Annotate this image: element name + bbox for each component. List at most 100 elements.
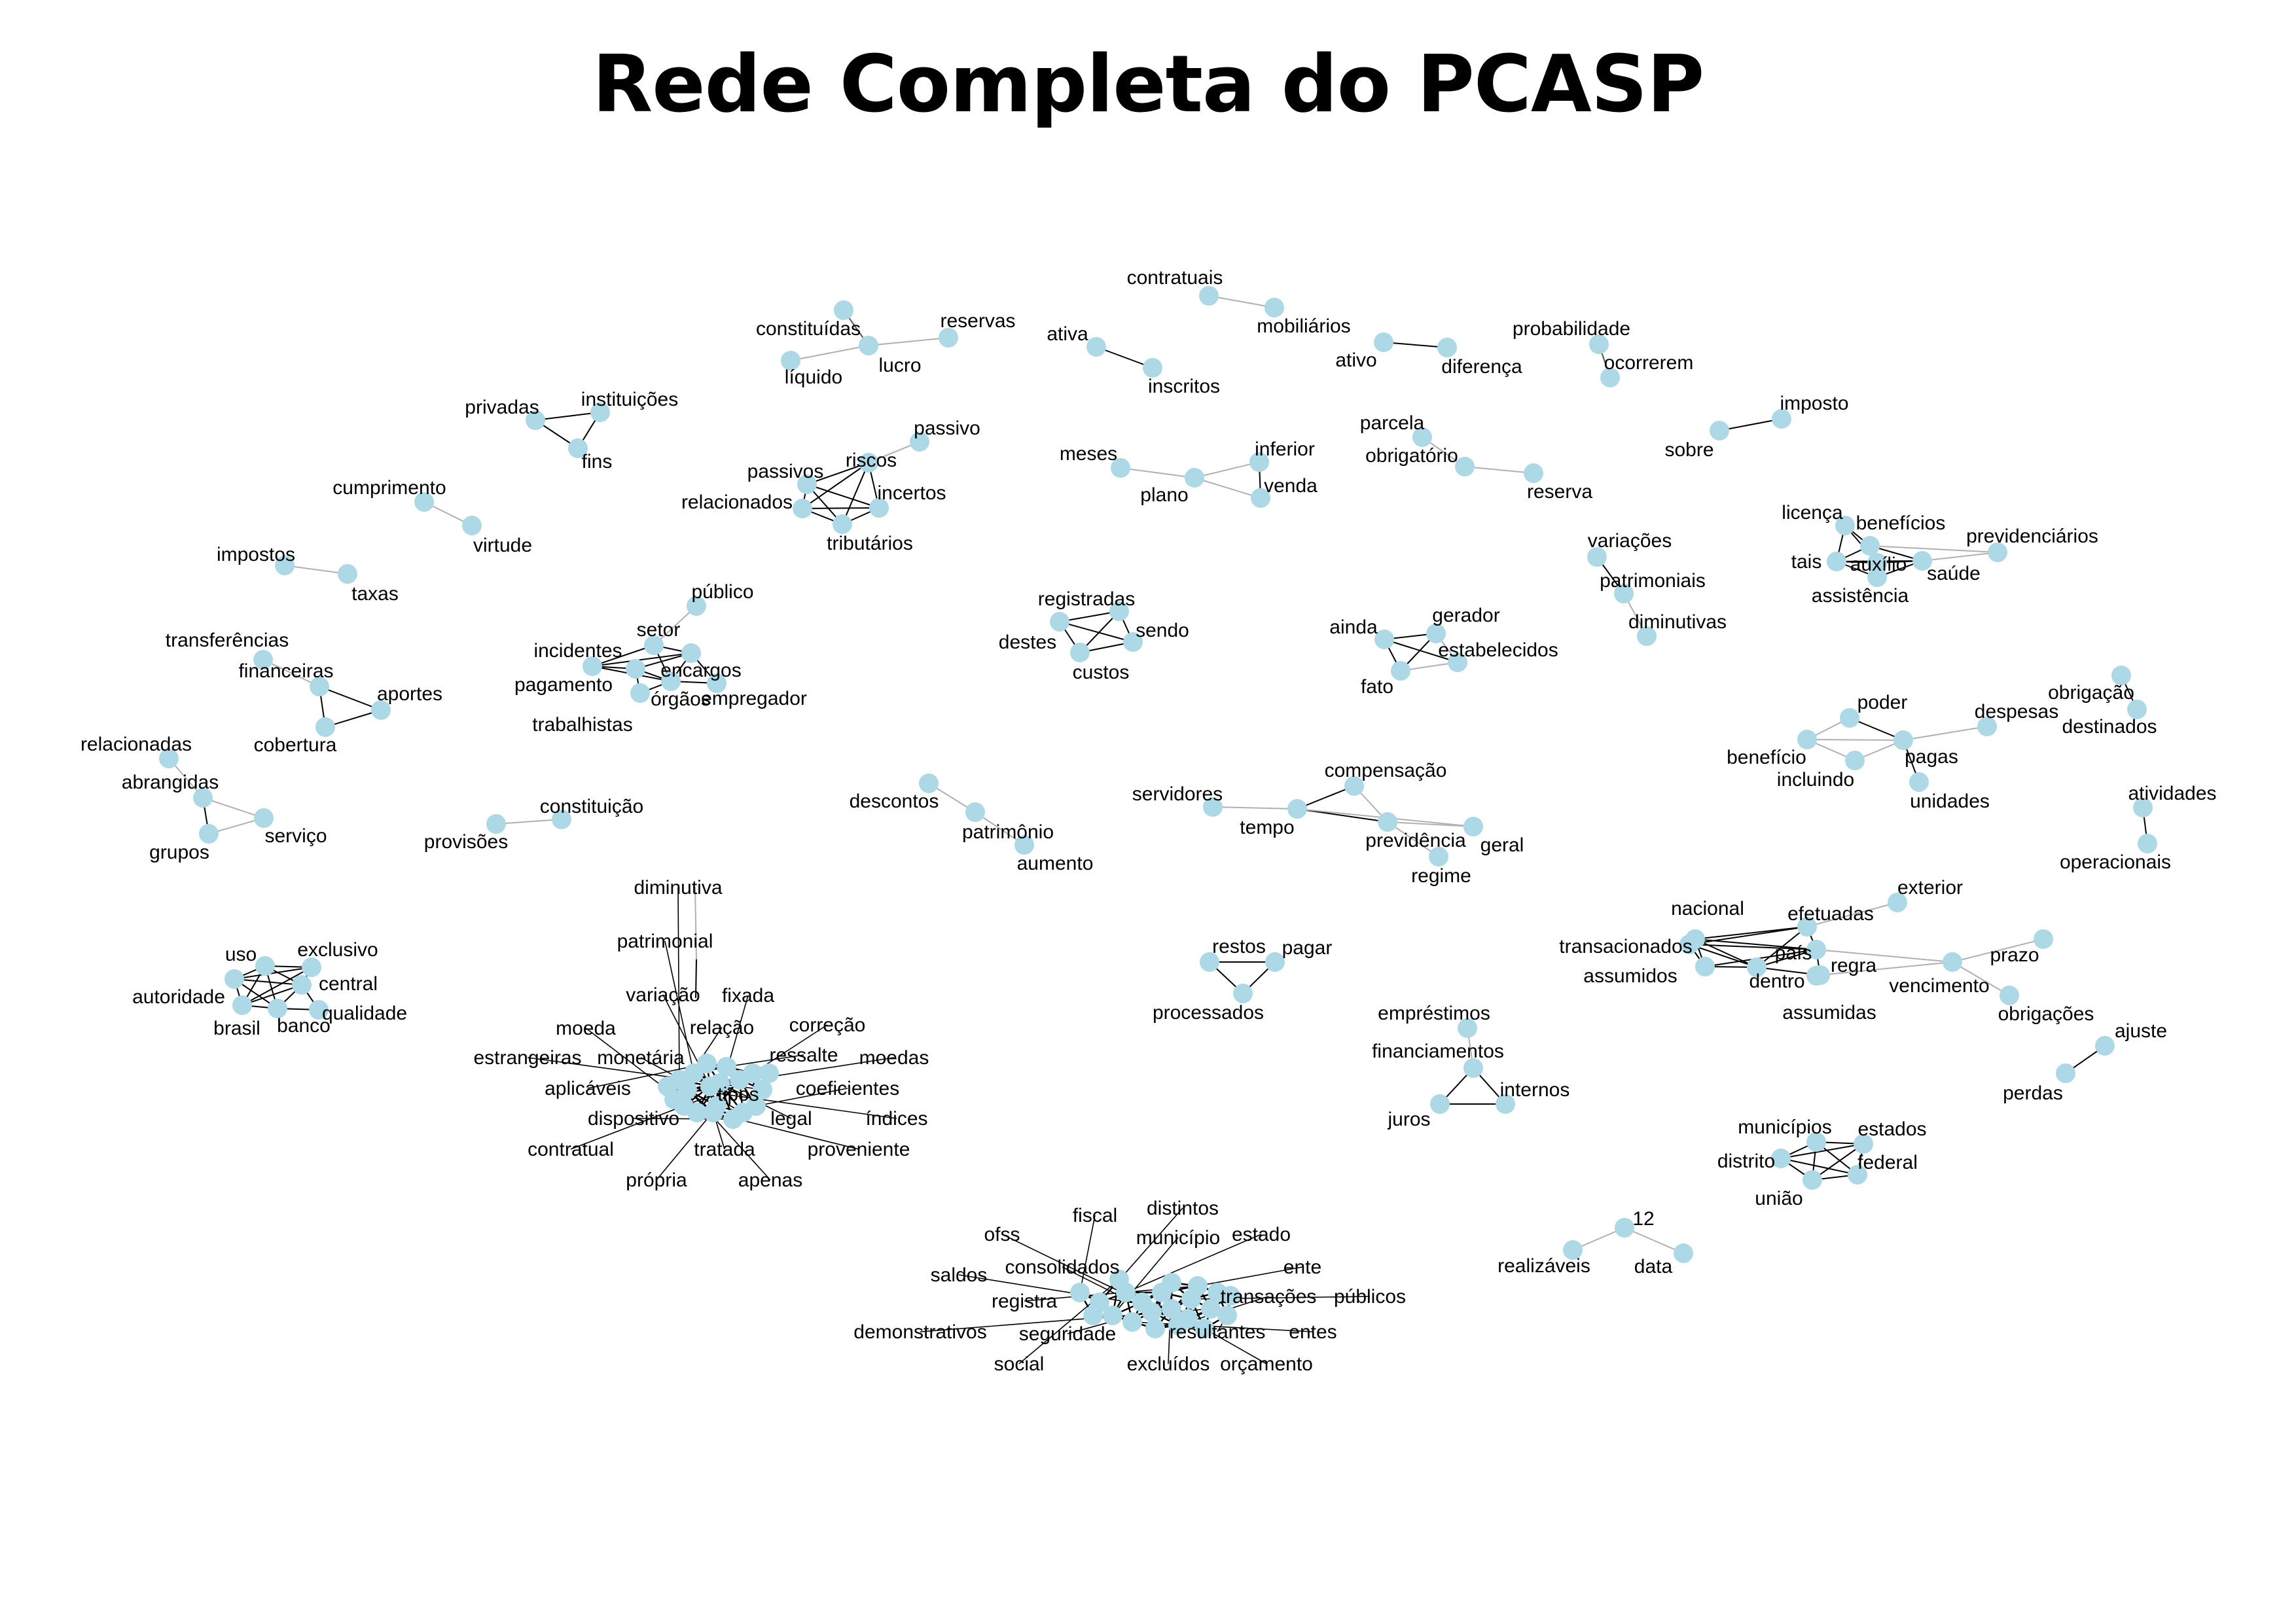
node-label: contratual (528, 1139, 614, 1160)
graph-edge (1208, 295, 1275, 308)
graph-node (1378, 812, 1397, 832)
graph-node (697, 1054, 717, 1073)
graph-node (268, 999, 287, 1018)
graph-node (1199, 286, 1219, 306)
node-label: exterior (1897, 877, 1963, 899)
node-label: ativo (1335, 349, 1376, 371)
node-label: entes (1289, 1321, 1336, 1343)
graph-edge (242, 967, 312, 1006)
node-label: patrimoniais (1600, 570, 1706, 592)
node-label: meses (1060, 443, 1117, 465)
graph-edge (656, 1079, 740, 1181)
node-label: cumprimento (332, 477, 446, 499)
graph-node (1265, 298, 1284, 317)
graph-edge (1096, 346, 1153, 368)
graph-node (1909, 772, 1929, 792)
node-label: efetuadas (1787, 903, 1874, 925)
node-label: resultantes (1170, 1321, 1266, 1343)
graph-node (1145, 1319, 1165, 1338)
graph-node (526, 410, 545, 430)
graph-node (1806, 940, 1826, 959)
graph-node (1070, 643, 1090, 662)
graph-node (1221, 1286, 1240, 1306)
graph-node (2056, 1063, 2075, 1083)
node-label: mobiliários (1257, 315, 1350, 337)
node-label: registra (992, 1291, 1057, 1312)
graph-node (759, 1063, 779, 1083)
graph-node (1412, 427, 1432, 447)
graph-node (1710, 421, 1729, 440)
graph-node (626, 659, 645, 679)
graph-node (2034, 929, 2053, 949)
node-label: tais (1791, 551, 1822, 573)
node-label: custos (1073, 662, 1130, 683)
graph-edge (755, 1088, 848, 1107)
graph-node (661, 671, 681, 691)
node-label: uso (225, 944, 257, 965)
node-label: brasil (213, 1018, 260, 1039)
graph-edge (842, 462, 869, 525)
graph-node (1162, 1273, 1181, 1293)
graph-edge (234, 967, 312, 980)
graph-node (302, 957, 321, 977)
graph-edge (1161, 1266, 1303, 1293)
node-label: obrigações (1998, 1003, 2094, 1025)
graph-node (1233, 984, 1253, 1003)
node-label: internos (1500, 1079, 1570, 1101)
graph-node (1203, 797, 1223, 817)
graph-edge (242, 984, 302, 1006)
graph-node (1122, 1312, 1142, 1332)
node-label: passivos (747, 461, 824, 482)
graph-node (2138, 834, 2157, 853)
node-label: lucro (878, 355, 921, 376)
node-label: público (691, 581, 753, 603)
graph-node (723, 1109, 743, 1129)
graph-node (1143, 358, 1162, 378)
node-label: reserva (1527, 481, 1592, 503)
graph-node (1463, 1058, 1483, 1078)
graph-node (2127, 700, 2147, 719)
graph-node (1374, 630, 1394, 649)
node-label: social (994, 1353, 1045, 1375)
node-label: 12 (1632, 1208, 1654, 1230)
node-label: despesas (1975, 701, 2058, 722)
node-label: relação (690, 1017, 754, 1039)
graph-node (1867, 567, 1887, 587)
graph-node (1615, 1218, 1634, 1238)
graph-node (414, 492, 434, 512)
graph-node (1524, 463, 1543, 483)
graph-node (1848, 1165, 1867, 1185)
node-label: serviço (264, 825, 327, 847)
graph-node (1893, 730, 1913, 750)
graph-edge (319, 686, 382, 711)
graph-node (1455, 457, 1475, 476)
node-label: financeiras (238, 660, 333, 682)
graph-edge (1816, 949, 1953, 963)
graph-edge (1464, 466, 1534, 474)
graph-node (1429, 847, 1448, 866)
node-label: exclusivo (297, 939, 378, 961)
node-label: municípios (1738, 1116, 1831, 1138)
node-label: financiamentos (1372, 1041, 1504, 1062)
graph-node (1806, 1132, 1826, 1152)
graph-node (753, 1080, 772, 1099)
node-label: país (1775, 942, 1812, 964)
node-label: índices (865, 1108, 927, 1130)
graph-node (1188, 1276, 1208, 1296)
graph-node (1200, 952, 1219, 972)
node-label: incidentes (533, 640, 622, 662)
node-label: servidores (1132, 783, 1223, 805)
node-label: estado (1232, 1224, 1291, 1245)
node-label: líquido (785, 366, 842, 388)
node-layer (159, 286, 2157, 1338)
graph-edge (1812, 1143, 1864, 1181)
graph-edge (1952, 961, 2010, 996)
node-label: federal (1857, 1152, 1918, 1173)
graph-node (1637, 626, 1657, 646)
node-label: ressalte (769, 1044, 838, 1066)
graph-node (707, 673, 726, 693)
node-label: públicos (1334, 1286, 1406, 1308)
node-label: perdas (2003, 1082, 2063, 1104)
graph-node (292, 975, 312, 995)
graph-edge (1384, 639, 1458, 663)
